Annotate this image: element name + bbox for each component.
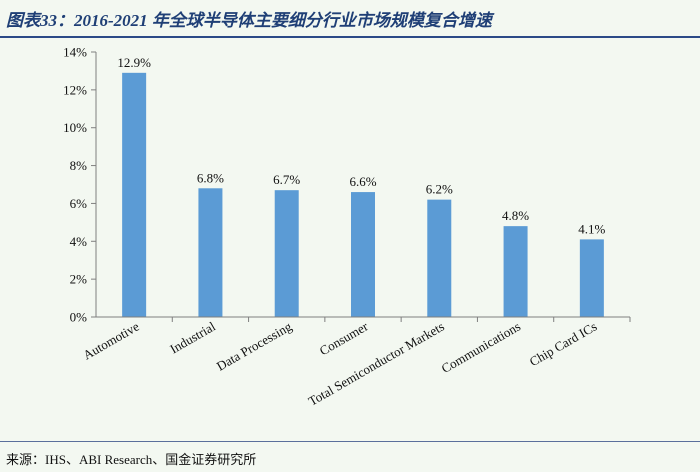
data-label: 6.2% xyxy=(426,182,453,197)
bar xyxy=(503,226,528,317)
chart-title: 图表33：2016-2021 年全球半导体主要细分行业市场规模复合增速 xyxy=(6,11,492,30)
y-tick-label: 10% xyxy=(63,120,87,135)
data-label: 12.9% xyxy=(117,55,151,70)
x-category-label: Automotive xyxy=(80,318,141,362)
bar xyxy=(351,192,375,317)
y-tick-label: 8% xyxy=(70,158,88,173)
footer-divider xyxy=(0,441,700,442)
y-axis: 0% 2% 4% 6% 8% 10% 12% 14% xyxy=(63,45,97,325)
y-tick-label: 4% xyxy=(70,234,88,249)
bar xyxy=(198,188,223,317)
data-label: 4.8% xyxy=(502,208,529,223)
data-label: 6.8% xyxy=(197,170,224,185)
y-tick-label: 14% xyxy=(63,45,87,60)
bar xyxy=(274,190,299,317)
x-category-label: Data Processing xyxy=(214,318,295,373)
data-label: 6.7% xyxy=(273,172,300,187)
x-category-label: Consumer xyxy=(317,318,371,358)
data-label: 4.1% xyxy=(578,221,605,236)
bar xyxy=(579,239,604,317)
y-tick-label: 6% xyxy=(70,196,88,211)
title-divider xyxy=(0,36,700,38)
bar xyxy=(122,72,147,317)
bar xyxy=(427,199,452,317)
x-category-label: Industrial xyxy=(167,318,218,356)
x-category-label: Communications xyxy=(439,319,523,376)
bar-series xyxy=(122,72,604,317)
x-category-label: Total Semiconductor Markets xyxy=(306,319,447,409)
y-tick-label: 12% xyxy=(63,82,87,97)
data-labels: 12.9% 6.8% 6.7% 6.6% 6.2% 4.8% 4.1% xyxy=(117,55,605,237)
y-tick-label: 0% xyxy=(70,310,88,325)
bar-chart: 0% 2% 4% 6% 8% 10% 12% 14% 12.9% 6.8% 6.7% 6.6% 6.2… xyxy=(63,45,631,409)
data-label: 6.6% xyxy=(349,174,376,189)
x-category-label: Chip Card ICs xyxy=(527,319,600,370)
source-note: 来源：IHS、ABI Research、国金证券研究所 xyxy=(6,452,257,467)
y-tick-label: 2% xyxy=(70,272,88,287)
